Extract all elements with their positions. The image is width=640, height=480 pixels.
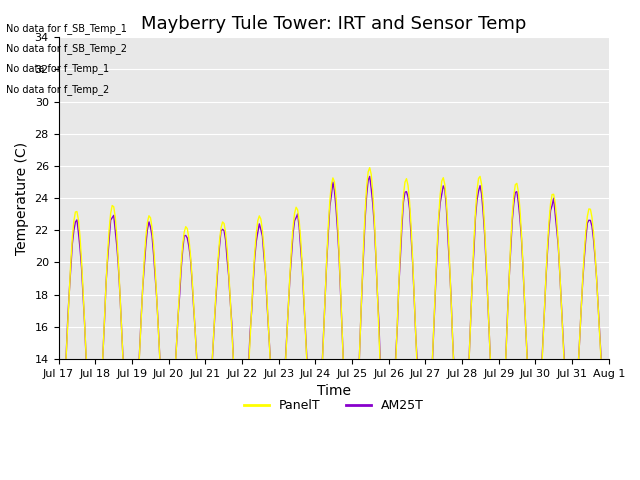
X-axis label: Time: Time	[317, 384, 351, 398]
Title: Mayberry Tule Tower: IRT and Sensor Temp: Mayberry Tule Tower: IRT and Sensor Temp	[141, 15, 526, 33]
Text: No data for f_SB_Temp_1: No data for f_SB_Temp_1	[6, 23, 127, 34]
Text: No data for f_Temp_1: No data for f_Temp_1	[6, 63, 109, 74]
Legend: PanelT, AM25T: PanelT, AM25T	[239, 394, 428, 417]
Text: No data for f_Temp_2: No data for f_Temp_2	[6, 84, 109, 95]
Text: No data for f_SB_Temp_2: No data for f_SB_Temp_2	[6, 43, 127, 54]
Y-axis label: Temperature (C): Temperature (C)	[15, 142, 29, 255]
